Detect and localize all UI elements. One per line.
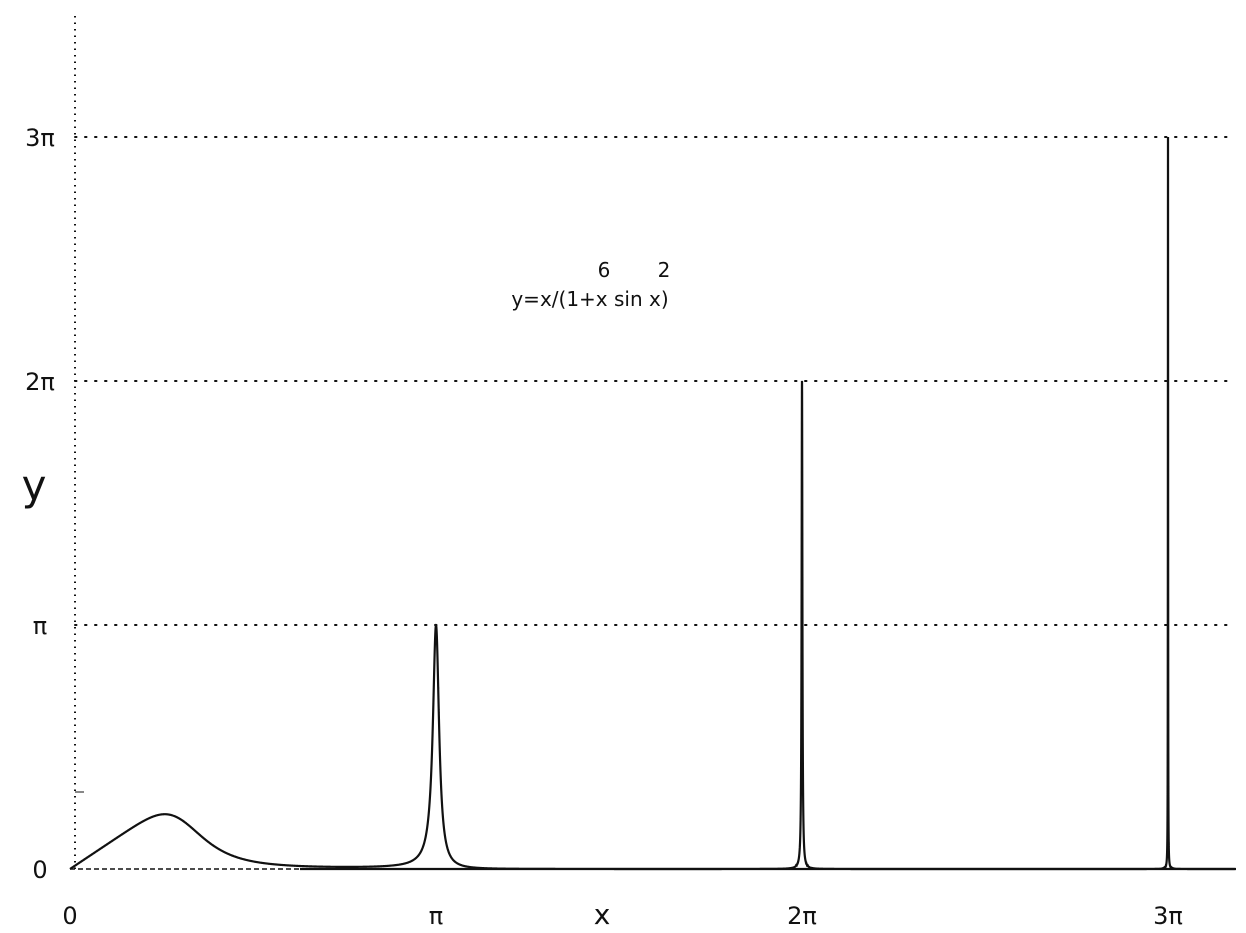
y-tick-labels: 0 π 2π 3π bbox=[25, 124, 55, 884]
axes bbox=[70, 12, 1236, 871]
x-tick-labels: 0 π 2π 3π bbox=[62, 902, 1183, 930]
x-tick-label: 0 bbox=[62, 902, 77, 930]
series-line bbox=[69, 136, 1235, 871]
y-tick-label: 0 bbox=[32, 856, 47, 884]
annotation-exponent-6: 6 bbox=[598, 258, 611, 282]
y-axis-label: y bbox=[22, 461, 47, 510]
x-axis-label: x bbox=[594, 898, 611, 931]
y-tick-label: 2π bbox=[25, 368, 55, 396]
x-tick-label: π bbox=[429, 902, 443, 930]
gridlines bbox=[74, 135, 1236, 627]
y-tick-label: π bbox=[33, 612, 47, 640]
annotation-formula: y=x/(1+x sin x) bbox=[511, 287, 668, 311]
function-annotation: 6 2 y=x/(1+x sin x) bbox=[511, 258, 670, 311]
x-tick-label: 3π bbox=[1153, 902, 1183, 930]
y-tick-label: 3π bbox=[25, 124, 55, 152]
annotation-exponent-2: 2 bbox=[658, 258, 671, 282]
x-tick-label: 2π bbox=[787, 902, 817, 930]
